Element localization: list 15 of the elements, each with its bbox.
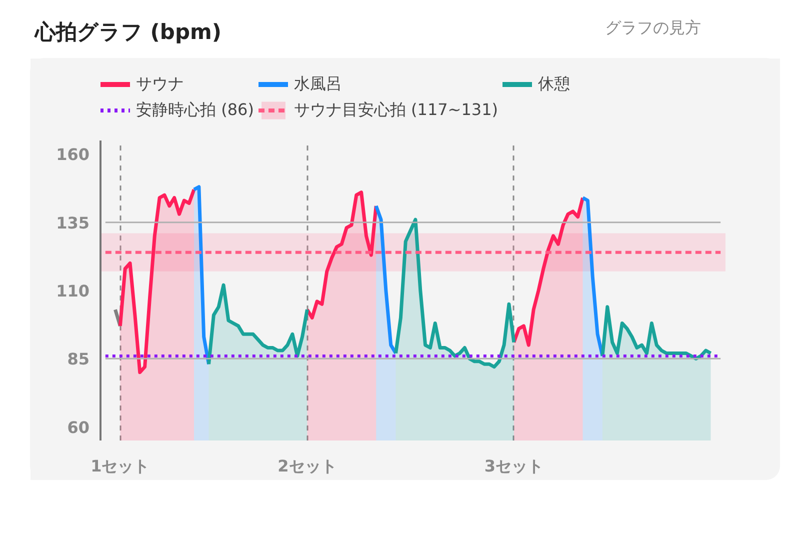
x-tick-label: 2セット [278, 456, 337, 476]
legend-label: 水風呂 [294, 73, 342, 94]
legend-label: 安静時心拍 (86) [136, 99, 254, 120]
legend-label: サウナ目安心拍 (117~131) [294, 99, 498, 120]
y-tick-label: 135 [56, 213, 90, 232]
y-tick-label: 60 [67, 418, 90, 437]
text: グラフの見方 [605, 17, 701, 39]
y-tick-label: 110 [56, 282, 90, 300]
chart-title: 心拍グラフ (bpm) [35, 19, 222, 46]
x-tick-label: 3セット [484, 456, 544, 476]
legend-label: 休憩 [538, 73, 570, 94]
legend-label: サウナ [136, 73, 184, 94]
y-tick-label: 85 [67, 350, 90, 369]
y-tick-label: 160 [56, 145, 90, 164]
x-tick-label: 1セット [90, 456, 150, 476]
